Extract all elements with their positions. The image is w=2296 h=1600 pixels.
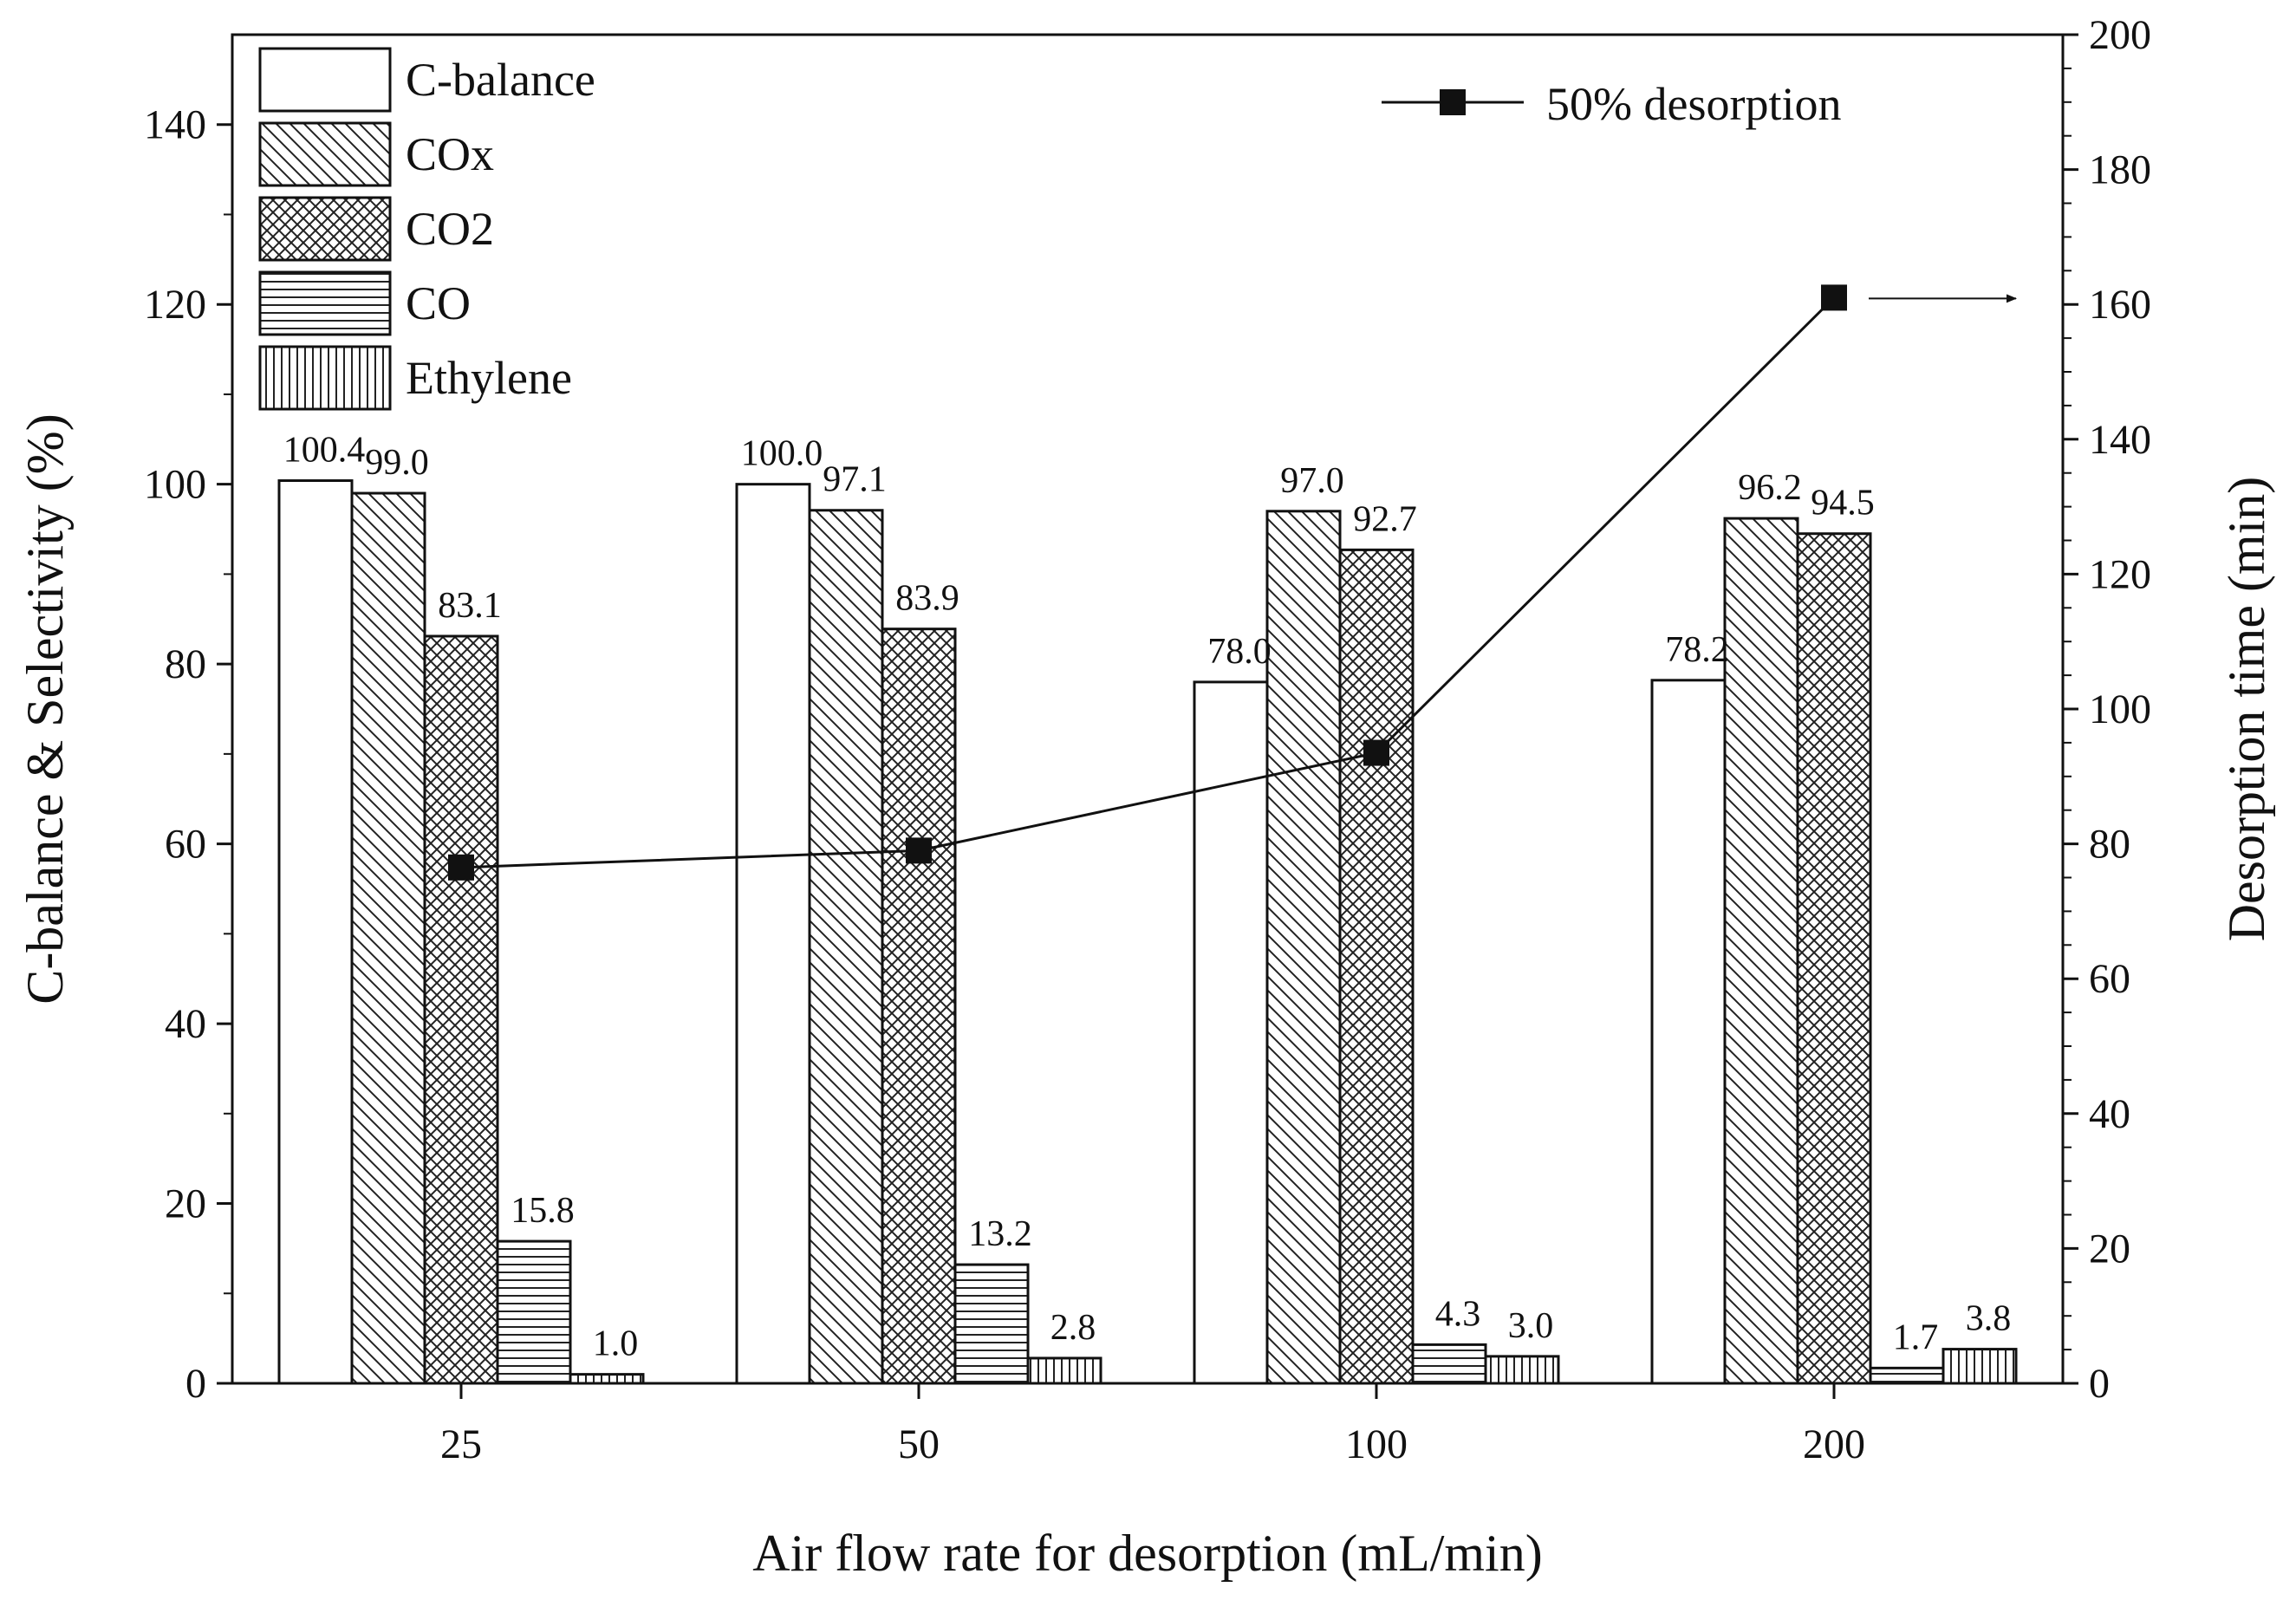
bar-value-label: 3.8 [1966, 1299, 2012, 1339]
y2-tick-label: 200 [2089, 12, 2151, 58]
bar-cox [808, 509, 884, 1385]
y2-tick-label: 80 [2089, 822, 2130, 868]
line-legend: 50% desorption [1382, 78, 1841, 130]
bar-cox [350, 491, 426, 1385]
legend-swatch [258, 196, 392, 262]
legend-swatch [258, 270, 392, 336]
y2-tick-label: 60 [2089, 956, 2130, 1002]
y-axis-title: C-balance & Selectivity (%) [16, 413, 74, 1004]
bar-value-label: 100.0 [741, 434, 823, 474]
legend-swatch [258, 47, 392, 113]
y-tick-label: 60 [165, 822, 206, 868]
x-tick-label: 25 [440, 1421, 482, 1467]
line-legend-marker [1440, 89, 1466, 115]
line-marker [906, 837, 932, 864]
line-desorption [460, 296, 1836, 869]
y-tick-label: 80 [165, 641, 206, 687]
bar-c-balance [735, 483, 811, 1385]
bar-co2 [423, 634, 499, 1385]
legend-label: CO [406, 277, 471, 329]
bar-value-label: 97.1 [823, 460, 887, 500]
bar-co2 [1338, 548, 1415, 1385]
bar-value-label: 78.0 [1207, 632, 1272, 672]
bar-co [1411, 1343, 1487, 1385]
legend-swatch [258, 121, 392, 187]
y2-tick-label: 100 [2089, 686, 2151, 732]
y2-tick-label: 20 [2089, 1226, 2130, 1272]
y2-tick-label: 40 [2089, 1091, 2130, 1137]
bar-co2 [1796, 532, 1872, 1385]
bar-ethylene [569, 1373, 645, 1385]
legend-label: COx [406, 128, 494, 180]
line-legend-label: 50% desorption [1546, 78, 1841, 130]
bar-value-label: 13.2 [968, 1214, 1032, 1254]
bar-value-label: 97.0 [1280, 461, 1344, 501]
y-tick-label: 120 [144, 282, 206, 328]
y-tick-label: 40 [165, 1001, 206, 1047]
bar-value-label: 2.8 [1050, 1308, 1096, 1348]
y2-tick-label: 0 [2089, 1361, 2110, 1407]
bar-c-balance [1193, 680, 1269, 1385]
y-tick-label: 100 [144, 462, 206, 508]
bar-ethylene [1484, 1355, 1560, 1385]
line-marker [448, 854, 474, 881]
bar-c-balance [1650, 679, 1727, 1385]
legend-swatch [258, 345, 392, 411]
y2-axis-title: Desorption time (min) [2218, 477, 2275, 942]
legend-label: Ethylene [406, 352, 572, 404]
bar-value-label: 1.0 [593, 1324, 639, 1364]
bar-co [496, 1239, 572, 1385]
bar-value-label: 83.1 [438, 586, 502, 626]
x-tick-label: 50 [898, 1421, 940, 1467]
bar-value-label: 83.9 [895, 579, 959, 619]
y-tick-label: 20 [165, 1181, 206, 1227]
bar-value-label: 78.2 [1665, 630, 1729, 670]
y2-tick-label: 180 [2089, 147, 2151, 193]
x-axis-title: Air flow rate for desorption (mL/min) [752, 1525, 1542, 1582]
bar-ethylene [1942, 1348, 2018, 1385]
bar-cox [1723, 517, 1799, 1385]
bar-value-label: 92.7 [1353, 499, 1417, 539]
line-marker [1821, 284, 1847, 311]
bar-ethylene [1026, 1356, 1102, 1385]
bar-value-label: 4.3 [1435, 1294, 1481, 1334]
bar-value-label: 15.8 [511, 1191, 575, 1231]
legend-label: C-balance [406, 54, 595, 106]
bar-cox [1265, 510, 1342, 1385]
bar-value-label: 3.0 [1508, 1306, 1554, 1346]
y-tick-label: 0 [185, 1361, 206, 1407]
x-tick-label: 100 [1345, 1421, 1408, 1467]
bar-value-label: 94.5 [1811, 484, 1875, 524]
bar-value-label: 1.7 [1893, 1317, 1939, 1357]
bar-co [953, 1263, 1030, 1385]
legend: C-balance COx CO2 CO Ethylene [258, 47, 595, 411]
y-tick-label: 140 [144, 102, 206, 148]
line-marker [1363, 739, 1389, 766]
bar-value-label: 96.2 [1738, 468, 1802, 508]
bar-co2 [881, 628, 957, 1385]
bar-c-balance [277, 479, 354, 1385]
bar-value-label: 100.4 [283, 431, 366, 471]
y2-tick-label: 160 [2089, 282, 2151, 328]
x-tick-label: 200 [1803, 1421, 1865, 1467]
y2-tick-label: 120 [2089, 551, 2151, 597]
bar-co [1869, 1366, 1945, 1385]
bar-value-label: 99.0 [365, 443, 429, 483]
y2-tick-label: 140 [2089, 417, 2151, 463]
legend-label: CO2 [406, 203, 494, 255]
